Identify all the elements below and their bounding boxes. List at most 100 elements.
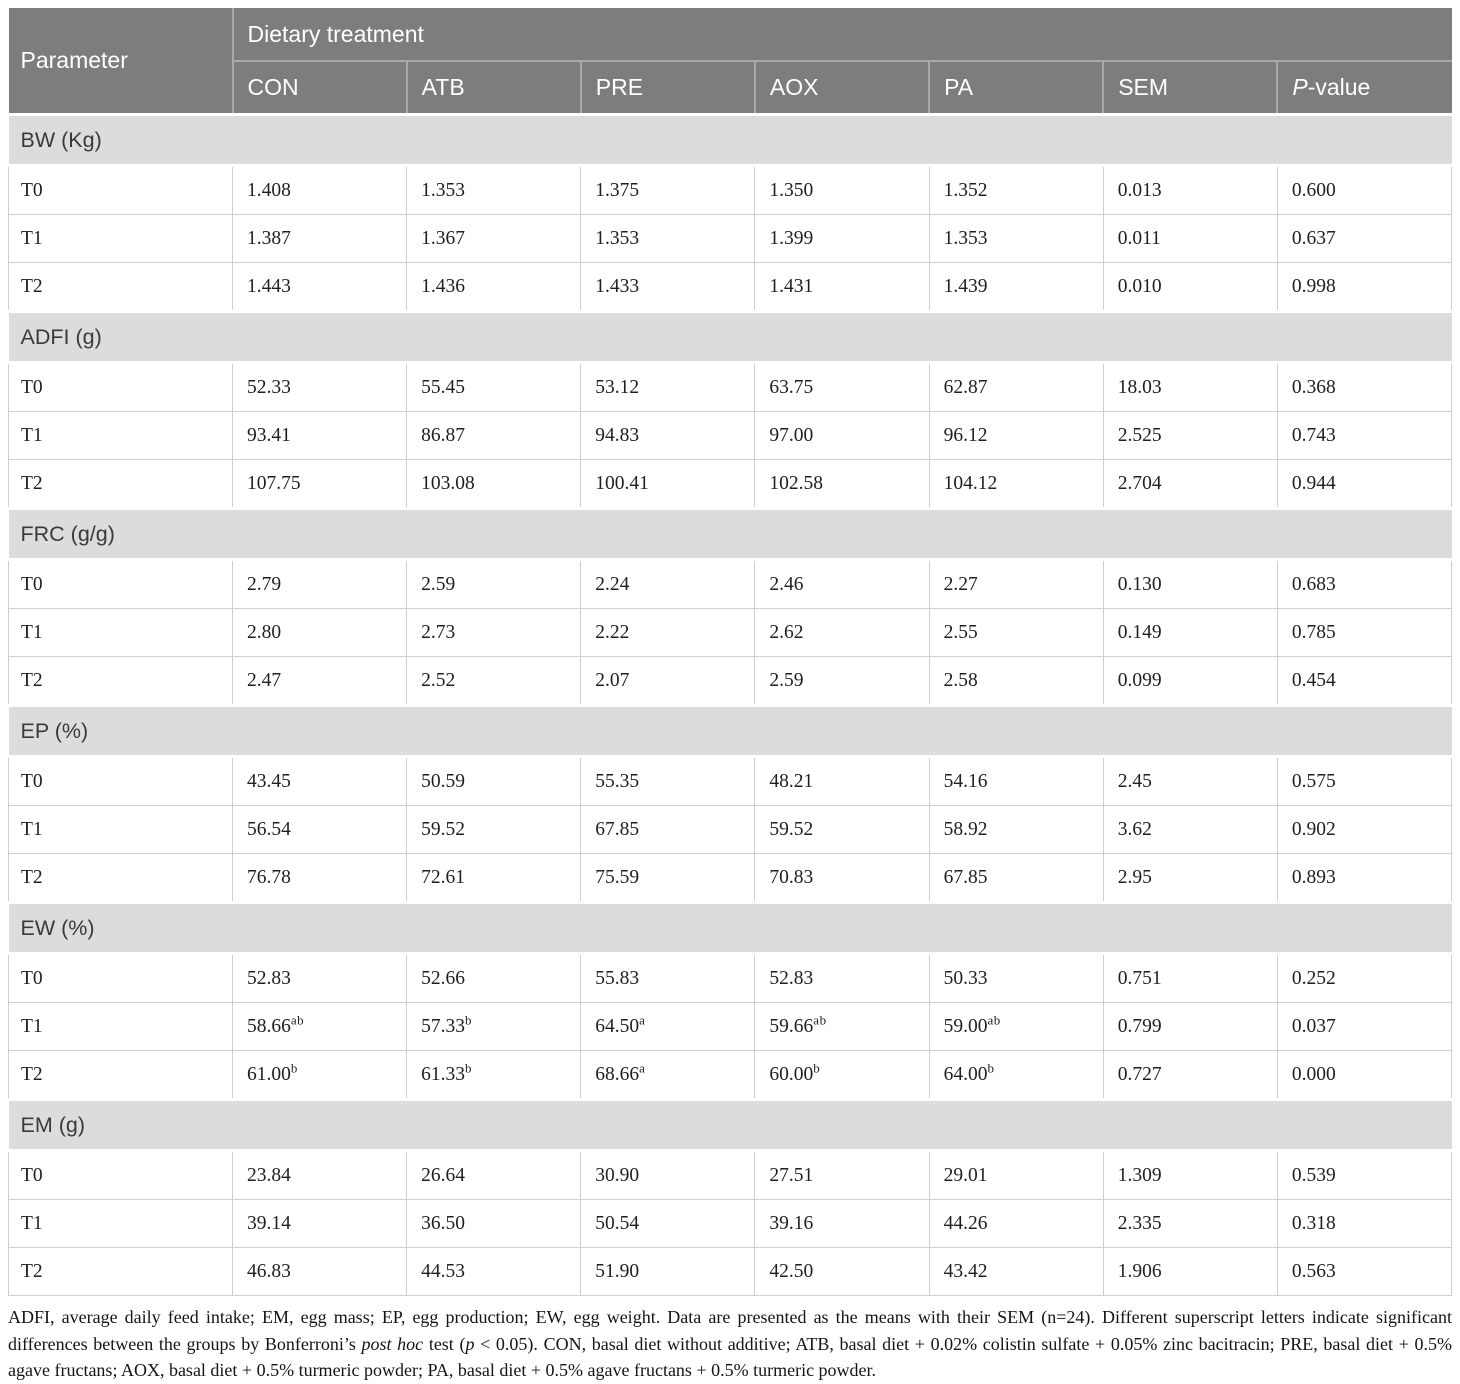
table-footnote: ADFI, average daily feed intake; EM, egg… — [8, 1304, 1452, 1384]
table-row: T1 2.80 2.73 2.22 2.62 2.55 0.149 0.785 — [8, 608, 1453, 657]
value-cell: 0.010 — [1102, 262, 1278, 312]
value-cell: 2.73 — [406, 608, 582, 657]
significance-superscript: b — [813, 1060, 821, 1075]
column-header-pre: PRE — [579, 61, 755, 115]
significance-superscript: ab — [813, 1012, 827, 1027]
row-label: T1 — [8, 1002, 233, 1051]
value-cell: 58.66ab — [231, 1002, 408, 1051]
value-cell: 2.59 — [754, 656, 930, 706]
cell-value: 58.66 — [247, 1015, 291, 1037]
value-cell: 2.62 — [754, 608, 930, 657]
value-cell: 70.83 — [754, 853, 930, 903]
value-cell: 1.353 — [928, 214, 1104, 263]
value-cell: 68.66a — [580, 1050, 756, 1100]
value-cell: 0.368 — [1276, 362, 1453, 412]
value-cell: 1.431 — [754, 262, 930, 312]
row-label: T2 — [8, 262, 233, 312]
value-cell: 1.387 — [231, 214, 408, 263]
table-row: T2 2.47 2.52 2.07 2.59 2.58 0.099 0.454 — [8, 656, 1453, 706]
value-cell: 2.79 — [231, 559, 408, 609]
value-cell: 0.037 — [1276, 1002, 1453, 1051]
row-label: T2 — [8, 656, 233, 706]
value-cell: 67.85 — [580, 805, 756, 854]
value-cell: 0.011 — [1102, 214, 1278, 263]
section-title: BW (Kg) — [8, 113, 1452, 167]
section-title: FRC (g/g) — [8, 507, 1452, 561]
significance-superscript: ab — [987, 1012, 1001, 1027]
value-cell: 50.54 — [580, 1199, 756, 1248]
section-title: EW (%) — [8, 901, 1452, 955]
row-label: T0 — [8, 1150, 233, 1200]
value-cell: 0.751 — [1102, 953, 1278, 1003]
value-cell: 1.433 — [580, 262, 756, 312]
row-label: T0 — [8, 953, 233, 1003]
value-cell: 55.35 — [580, 756, 756, 806]
cell-value: 64.50 — [595, 1015, 640, 1037]
column-header-atb: ATB — [405, 61, 581, 115]
significance-superscript: b — [290, 1060, 298, 1075]
value-cell: 2.45 — [1102, 756, 1278, 806]
value-cell: 55.45 — [406, 362, 582, 412]
value-cell: 72.61 — [406, 853, 582, 903]
value-cell: 1.367 — [406, 214, 582, 263]
value-cell: 2.58 — [928, 656, 1104, 706]
row-label: T0 — [8, 165, 233, 215]
value-cell: 63.75 — [754, 362, 930, 412]
value-cell: 61.00b — [231, 1050, 408, 1100]
value-cell: 43.45 — [231, 756, 408, 806]
value-cell: 1.375 — [580, 165, 756, 215]
value-cell: 52.83 — [754, 953, 930, 1003]
value-cell: 46.83 — [231, 1247, 408, 1296]
section-title: ADFI (g) — [8, 310, 1452, 364]
value-cell: 2.07 — [580, 656, 756, 706]
value-cell: 94.83 — [580, 411, 756, 460]
row-label: T0 — [8, 559, 233, 609]
value-cell: 52.66 — [406, 953, 582, 1003]
row-label: T1 — [8, 805, 233, 854]
row-label: T1 — [8, 214, 233, 263]
table-row: T2 107.75 103.08 100.41 102.58 104.12 2.704 0.9… — [8, 459, 1453, 509]
header-columns-row: CON ATB PRE AOX PA SEM P-value — [9, 61, 1452, 115]
value-cell: 55.83 — [580, 953, 756, 1003]
column-header-aox: AOX — [753, 61, 930, 115]
value-cell: 2.95 — [1102, 853, 1278, 903]
value-cell: 1.906 — [1102, 1247, 1278, 1296]
value-cell: 0.563 — [1276, 1247, 1453, 1296]
p-value-suffix: -value — [1307, 74, 1371, 100]
significance-superscript: b — [465, 1060, 473, 1075]
value-cell: 0.454 — [1276, 656, 1453, 706]
value-cell: 0.944 — [1276, 459, 1453, 509]
value-cell: 18.03 — [1102, 362, 1278, 412]
row-label: T2 — [8, 853, 233, 903]
significance-superscript: ab — [290, 1012, 305, 1027]
table-row: T0 52.33 55.45 53.12 63.75 62.87 18.03 0.368 — [8, 362, 1453, 412]
value-cell: 2.335 — [1102, 1199, 1278, 1248]
value-cell: 2.59 — [406, 559, 582, 609]
value-cell: 59.52 — [754, 805, 930, 854]
cell-value: 64.00 — [943, 1063, 988, 1085]
value-cell: 102.58 — [754, 459, 930, 509]
row-label: T2 — [8, 459, 233, 509]
value-cell: 58.92 — [928, 805, 1104, 854]
value-cell: 42.50 — [754, 1247, 930, 1296]
cell-value: 59.00 — [943, 1015, 988, 1037]
value-cell: 54.16 — [928, 756, 1104, 806]
value-cell: 1.309 — [1102, 1150, 1278, 1200]
row-label: T2 — [8, 1050, 233, 1100]
table-row: T1 93.41 86.87 94.83 97.00 96.12 2.525 0.743 — [8, 411, 1453, 460]
value-cell: 2.55 — [928, 608, 1104, 657]
value-cell: 59.52 — [406, 805, 582, 854]
value-cell: 2.525 — [1102, 411, 1278, 460]
value-cell: 57.33b — [406, 1002, 582, 1051]
value-cell: 0.130 — [1102, 559, 1278, 609]
dietary-treatment-group-header: Dietary treatment — [231, 8, 1452, 62]
significance-superscript: b — [987, 1060, 995, 1075]
value-cell: 61.33b — [406, 1050, 582, 1100]
value-cell: 53.12 — [580, 362, 756, 412]
value-cell: 23.84 — [231, 1150, 408, 1200]
value-cell: 50.59 — [406, 756, 582, 806]
value-cell: 59.66ab — [754, 1002, 930, 1051]
value-cell: 75.59 — [580, 853, 756, 903]
value-cell: 26.64 — [406, 1150, 582, 1200]
value-cell: 2.47 — [231, 656, 408, 706]
